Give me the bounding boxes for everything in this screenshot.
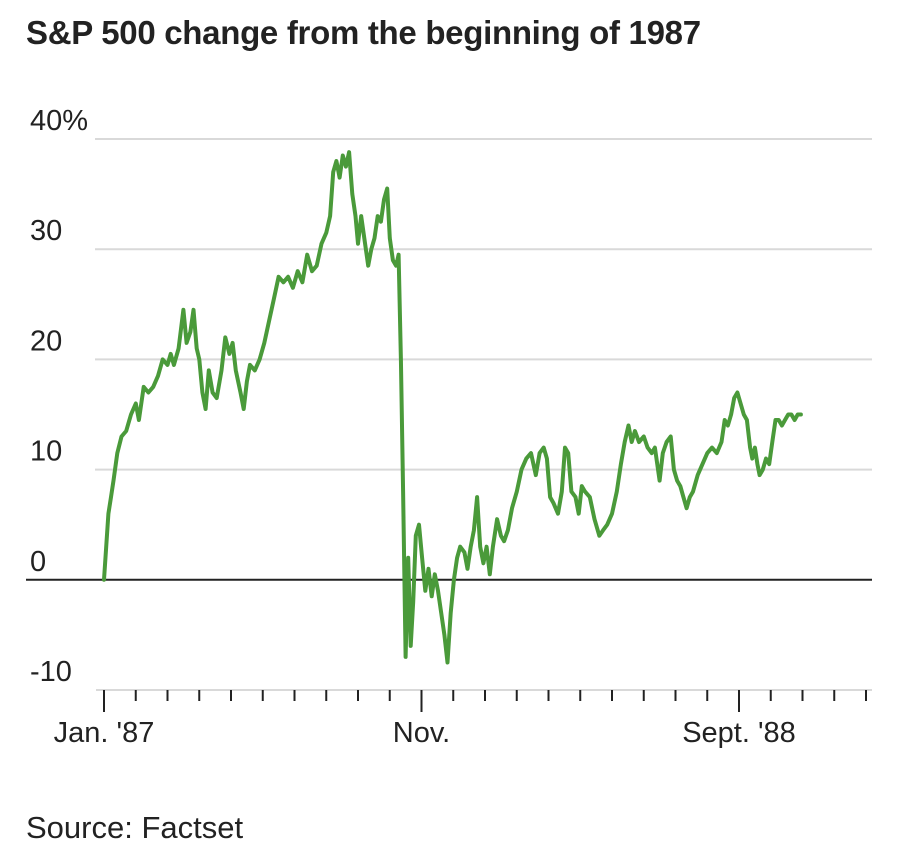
chart-title: S&P 500 change from the beginning of 198… — [26, 14, 701, 51]
series-line — [102, 150, 803, 665]
y-tick-labels: -10 0 10 20 30 40% — [30, 105, 88, 688]
x-axis: Jan. '87 Nov. Sept. '88 — [54, 689, 872, 749]
y-tick-label: 40% — [30, 105, 88, 137]
y-tick-label: 10 — [30, 436, 62, 468]
series-group — [102, 150, 803, 665]
x-tick-label: Nov. — [393, 717, 450, 749]
x-tick-label: Sept. '88 — [682, 717, 796, 749]
y-tick-label: 20 — [30, 325, 62, 357]
source-note: Source: Factset — [26, 810, 244, 845]
y-tick-label: 0 — [30, 546, 46, 578]
x-tick-label: Jan. '87 — [54, 717, 155, 749]
y-tick-label: 30 — [30, 215, 62, 247]
gridlines — [26, 138, 872, 581]
y-tick-label: -10 — [30, 656, 72, 688]
